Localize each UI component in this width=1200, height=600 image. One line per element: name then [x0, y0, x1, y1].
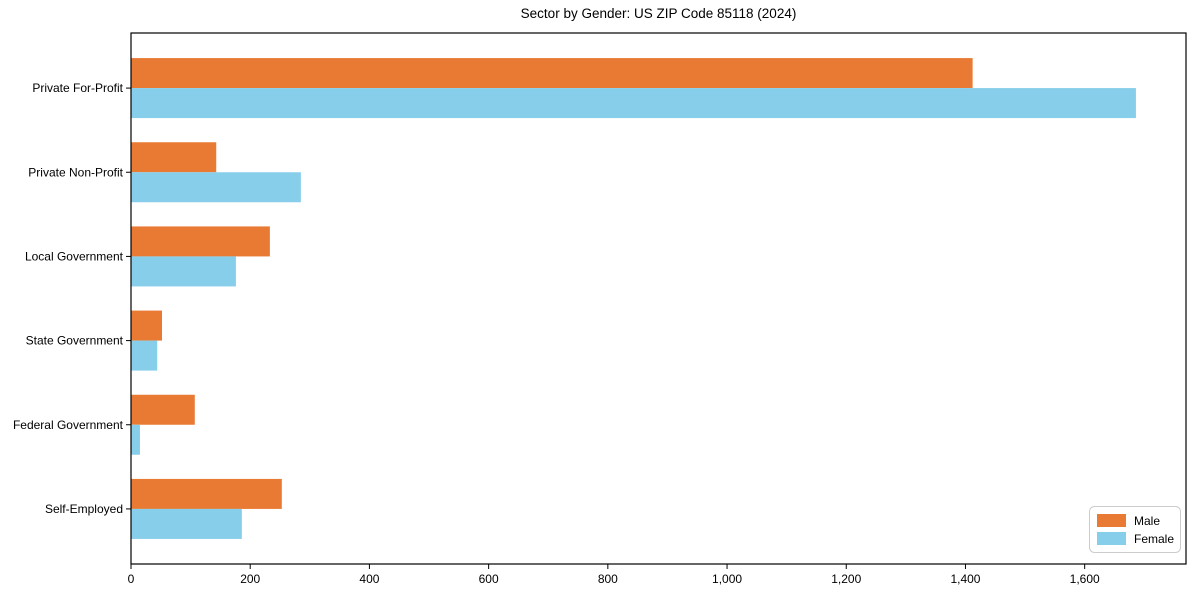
female-bar-state-government: [131, 340, 158, 371]
y-tick-label-private-for-profit: Private For-Profit: [32, 81, 123, 95]
y-tick-label-self-employed: Self-Employed: [45, 502, 123, 516]
y-tick-label-state-government: State Government: [26, 334, 124, 348]
male-bar-local-government: [131, 226, 270, 257]
female-bar-federal-government: [131, 424, 140, 455]
x-tick-label: 0: [128, 572, 135, 586]
legend-swatch-female: [1097, 532, 1126, 545]
female-bar-self-employed: [131, 508, 242, 539]
female-bar-private-non-profit: [131, 172, 301, 203]
x-tick-label: 600: [479, 572, 499, 586]
x-tick-label: 1,000: [712, 572, 742, 586]
legend-label-male: Male: [1134, 514, 1160, 528]
y-tick-label-federal-government: Federal Government: [13, 418, 124, 432]
legend-swatch-male: [1097, 514, 1126, 527]
legend: Male Female: [1089, 506, 1181, 553]
x-tick-label: 200: [240, 572, 260, 586]
x-tick-label: 1,600: [1070, 572, 1100, 586]
male-bar-private-for-profit: [131, 58, 973, 89]
legend-label-female: Female: [1134, 532, 1174, 546]
chart-title: Sector by Gender: US ZIP Code 85118 (202…: [520, 6, 797, 21]
male-bar-self-employed: [131, 478, 282, 509]
x-tick-label: 1,400: [950, 572, 980, 586]
y-tick-label-local-government: Local Government: [25, 249, 124, 263]
male-bar-federal-government: [131, 394, 195, 425]
y-tick-label-private-non-profit: Private Non-Profit: [28, 165, 123, 179]
male-bar-private-non-profit: [131, 142, 217, 173]
plot-frame: [130, 32, 1187, 565]
male-bar-state-government: [131, 310, 162, 341]
x-tick-label: 800: [598, 572, 618, 586]
female-bar-local-government: [131, 256, 236, 287]
female-bar-private-for-profit: [131, 88, 1136, 119]
x-tick-label: 1,200: [831, 572, 861, 586]
x-tick-label: 400: [359, 572, 379, 586]
